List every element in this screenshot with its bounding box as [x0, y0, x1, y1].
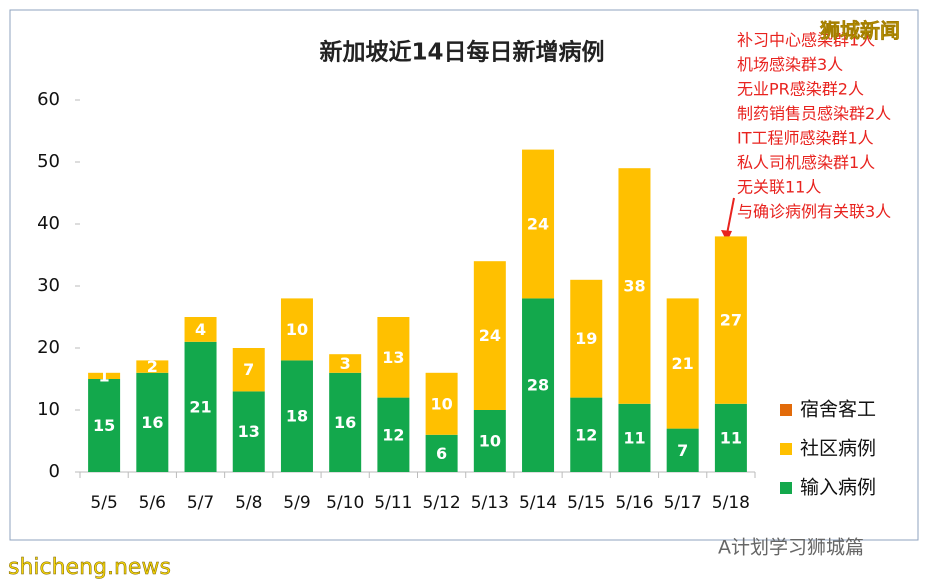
bar-segment [570, 279, 603, 398]
annotation: 与确诊病例有关联3人 [737, 202, 891, 221]
y-tick-label: 60 [37, 89, 60, 110]
data-label: 10 [479, 432, 501, 451]
data-label: 13 [382, 348, 404, 367]
arrow-head [721, 230, 732, 242]
legend-swatch [780, 482, 792, 494]
annotation: 私人司机感染群1人 [737, 153, 875, 172]
bar-segment [473, 410, 506, 472]
data-label: 7 [677, 441, 688, 460]
data-label: 16 [141, 413, 163, 432]
data-label: 11 [720, 428, 742, 447]
data-label: 6 [436, 444, 447, 463]
x-tick-label: 5/17 [664, 493, 702, 513]
bar-segment [425, 372, 458, 435]
bar-segment [570, 397, 603, 472]
data-label: 24 [527, 215, 549, 234]
bar-segment [618, 403, 651, 472]
data-label: 19 [575, 329, 597, 348]
data-label: 16 [334, 413, 356, 432]
x-tick-label: 5/5 [90, 493, 117, 513]
data-label: 2 [147, 357, 158, 376]
bar-segment [184, 317, 217, 342]
bar-segment [618, 168, 651, 404]
x-tick-label: 5/15 [567, 493, 605, 513]
data-label: 21 [672, 354, 694, 373]
arrow [726, 197, 735, 235]
data-label: 38 [623, 277, 645, 296]
y-tick-label: 20 [37, 337, 60, 358]
bar-segment [329, 354, 362, 373]
legend-label: 社区病例 [800, 438, 876, 460]
x-tick-label: 5/10 [326, 493, 364, 513]
watermark: A计划学习狮城篇 [718, 537, 864, 559]
data-label: 24 [479, 326, 501, 345]
data-label: 12 [382, 425, 404, 444]
bar-segment [280, 298, 313, 361]
bar-segment [377, 317, 410, 398]
data-label: 10 [430, 394, 452, 413]
bar-segment [666, 428, 699, 472]
y-tick-label: 10 [37, 399, 60, 420]
x-tick-label: 5/7 [187, 493, 214, 513]
bar-segment [136, 360, 169, 373]
x-tick-label: 5/9 [283, 493, 310, 513]
bar-segment [666, 298, 699, 429]
bar-segment [714, 403, 747, 472]
legend-label: 输入病例 [800, 477, 876, 499]
annotation: 制药销售员感染群2人 [737, 104, 891, 123]
annotation: 补习中心感染群1人 [737, 31, 875, 50]
data-label: 7 [243, 360, 254, 379]
x-tick-label: 5/8 [235, 493, 262, 513]
y-tick-label: 40 [37, 213, 60, 234]
watermark: 狮城新闻 [820, 19, 900, 43]
legend-label: 宿舍客工 [800, 399, 876, 421]
watermark: shicheng.news [8, 555, 171, 580]
x-tick-label: 5/11 [374, 493, 412, 513]
bar-segment [232, 348, 265, 392]
data-label: 13 [238, 422, 260, 441]
annotation: IT工程师感染群1人 [737, 129, 874, 148]
bar-segment [522, 149, 555, 299]
data-label: 10 [286, 320, 308, 339]
data-label: 1 [99, 366, 110, 385]
annotation: 无业PR感染群2人 [737, 80, 864, 99]
legend-swatch [780, 404, 792, 416]
x-tick-label: 5/18 [712, 493, 750, 513]
bar-segment [329, 372, 362, 472]
bar-segment [714, 236, 747, 404]
chart-title: 新加坡近14日每日新增病例 [319, 39, 604, 66]
bar-segment [473, 261, 506, 410]
bar-segment [88, 379, 121, 472]
annotation: 无关联11人 [737, 178, 821, 197]
annotation: 机场感染群3人 [737, 55, 843, 74]
bar-segment [136, 372, 169, 472]
bar-segment [377, 397, 410, 472]
data-label: 21 [189, 397, 211, 416]
data-label: 15 [93, 416, 115, 435]
data-label: 18 [286, 407, 308, 426]
data-label: 12 [575, 425, 597, 444]
bar-segment [232, 391, 265, 472]
legend-swatch [780, 443, 792, 455]
x-tick-label: 5/12 [423, 493, 461, 513]
x-tick-label: 5/6 [139, 493, 166, 513]
y-tick-label: 50 [37, 151, 60, 172]
bar-segment [184, 341, 217, 472]
data-label: 4 [195, 320, 206, 339]
y-tick-label: 30 [37, 275, 60, 296]
bar-segment [425, 434, 458, 472]
data-label: 28 [527, 376, 549, 395]
x-tick-label: 5/16 [615, 493, 653, 513]
x-tick-label: 5/14 [519, 493, 557, 513]
y-tick-label: 0 [49, 461, 60, 482]
x-tick-label: 5/13 [471, 493, 509, 513]
bar-segment [88, 372, 121, 379]
data-label: 3 [340, 354, 351, 373]
bar-segment [280, 360, 313, 472]
bar-segment [522, 298, 555, 472]
data-label: 27 [720, 311, 742, 330]
data-label: 11 [623, 428, 645, 447]
